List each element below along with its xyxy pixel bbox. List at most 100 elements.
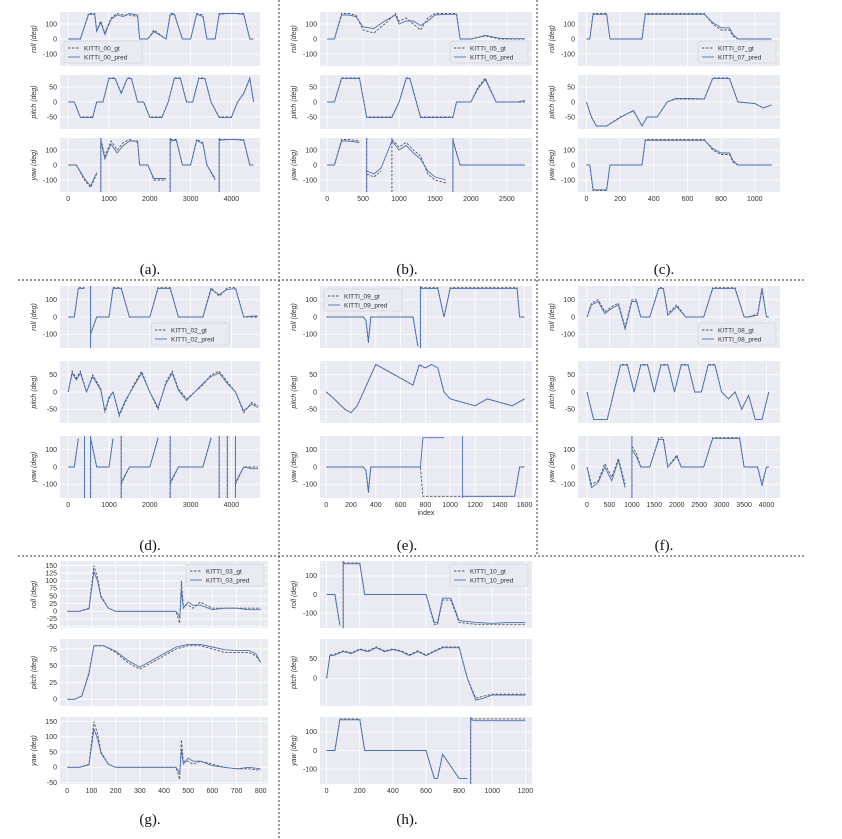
x-tick-label: 2500 <box>499 196 515 203</box>
series-line-pred <box>68 436 258 498</box>
y-tick-label: 100 <box>305 447 317 454</box>
y-tick-label: 100 <box>563 297 575 304</box>
x-tick-label: 1500 <box>427 196 443 203</box>
subplot: 50 0 -50 pitch (deg) <box>31 361 260 423</box>
y-tick-label: 100 <box>45 297 57 304</box>
y-tick-label: -100 <box>303 51 317 58</box>
y-tick-label: 100 <box>563 447 575 454</box>
x-tick-label: 1200 <box>467 502 483 509</box>
y-axis-label: pitch (deg) <box>31 656 38 690</box>
y-tick-label: 75 <box>49 646 57 653</box>
series-line-gt <box>67 721 261 780</box>
y-tick-label: 0 <box>571 389 575 396</box>
y-tick-label: -50 <box>47 114 57 121</box>
y-axis-label: pitch (deg) <box>291 656 298 690</box>
legend-label-pred: KITTI_07_pred <box>718 54 762 61</box>
series-line-pred <box>586 436 769 498</box>
x-axis-label: index <box>418 510 435 517</box>
y-tick-label: 0 <box>313 592 317 599</box>
y-axis-label: pitch (deg) <box>31 85 38 119</box>
y-tick-label: 25 <box>49 601 57 608</box>
legend-label-pred: KITTI_08_pred <box>718 336 762 343</box>
legend: KITTI_05_gt KITTI_05_pred <box>449 40 529 64</box>
x-tick-label: 4000 <box>224 502 240 509</box>
panel-caption: (a). <box>140 262 160 278</box>
series-line-pred <box>586 364 770 421</box>
y-tick-label: 0 <box>53 464 57 471</box>
y-axis-label: roll (deg) <box>549 303 556 331</box>
y-axis-label: roll (deg) <box>549 25 556 53</box>
x-tick-label: 500 <box>357 196 369 203</box>
x-tick-label: 600 <box>395 502 407 509</box>
y-tick-label: 0 <box>53 389 57 396</box>
y-tick-label: -25 <box>47 616 57 623</box>
y-tick-label: -50 <box>565 114 575 121</box>
legend: KITTI_10_gt KITTI_10_pred <box>449 563 529 587</box>
x-tick-label: 4000 <box>224 196 240 203</box>
y-tick-label: -100 <box>561 51 575 58</box>
subplot: 100 0 -100 roll (deg) KITTI_07_gt KITTI_07_pr… <box>549 12 780 66</box>
x-tick-label: 2000 <box>142 502 158 509</box>
y-axis-label: roll (deg) <box>31 25 38 53</box>
series-line-pred <box>325 363 525 414</box>
y-axis-label: yaw (deg) <box>291 452 298 484</box>
y-tick-label: 100 <box>45 147 57 154</box>
legend-label-gt: KITTI_09_gt <box>344 293 380 300</box>
y-axis-label: roll (deg) <box>31 581 38 609</box>
y-tick-label: 100 <box>563 21 575 28</box>
y-tick-label: 50 <box>567 84 575 91</box>
x-tick-label: 600 <box>682 196 694 203</box>
y-axis-label: pitch (deg) <box>291 375 298 409</box>
y-axis-label: roll (deg) <box>31 303 38 331</box>
y-tick-label: 0 <box>571 464 575 471</box>
subplot: 100 0 -100 roll (deg) KITTI_10_gt KITTI_10_pr… <box>291 561 532 628</box>
legend: KITTI_09_gt KITTI_09_pred <box>323 288 403 312</box>
panel-caption: (h). <box>396 812 417 828</box>
subplot: 50 0 -50 pitch (deg) <box>549 75 780 129</box>
chart-panel: 1000 -100 roll (deg) KITTI_05_gtKITTI_05_pr… <box>291 12 532 278</box>
legend-box <box>449 40 529 64</box>
y-tick-label: 0 <box>313 464 317 471</box>
x-tick-label: 0 <box>585 502 589 509</box>
y-tick-label: 0 <box>53 765 57 772</box>
panel-caption: (c). <box>654 262 674 278</box>
y-axis-label: yaw (deg) <box>549 452 556 484</box>
legend-label-pred: KITTI_10_pred <box>470 577 514 584</box>
y-tick-label: 0 <box>53 36 57 43</box>
y-tick-label: -100 <box>303 177 317 184</box>
series-line-pred <box>326 286 525 348</box>
subplot: 50 0 -50 pitch (deg) <box>291 75 532 129</box>
x-tick-label: 1000 <box>624 502 640 509</box>
y-axis-label: pitch (deg) <box>291 85 298 119</box>
y-tick-label: 100 <box>305 147 317 154</box>
y-tick-label: -100 <box>303 610 317 617</box>
y-axis-label: roll (deg) <box>291 25 298 53</box>
panel-caption: (b). <box>396 262 417 278</box>
y-tick-label: 0 <box>571 99 575 106</box>
x-tick-label: 400 <box>387 788 399 795</box>
y-tick-label: 100 <box>305 21 317 28</box>
y-tick-label: 100 <box>563 147 575 154</box>
subplot: 50 0 -50 pitch (deg) <box>549 361 780 423</box>
subplot: 100 0 -100 roll (deg) KITTI_00_gt KITTI_00_pr… <box>31 12 260 66</box>
y-tick-label: -50 <box>47 624 57 631</box>
y-tick-label: 75 <box>49 586 57 593</box>
series-line-pred <box>326 717 526 784</box>
y-tick-label: 0 <box>571 314 575 321</box>
y-tick-label: 50 <box>309 372 317 379</box>
y-tick-label: 150 <box>45 719 57 726</box>
y-tick-label: -100 <box>303 482 317 489</box>
x-tick-label: 1000 <box>391 196 407 203</box>
x-tick-label: 2000 <box>142 196 158 203</box>
y-tick-label: 100 <box>305 573 317 580</box>
subplot: 50 0 -50 pitch (deg) <box>291 361 532 423</box>
x-tick-label: 0 <box>325 788 329 795</box>
legend-label-pred: KITTI_02_pred <box>171 336 215 343</box>
y-tick-label: 100 <box>45 578 57 585</box>
